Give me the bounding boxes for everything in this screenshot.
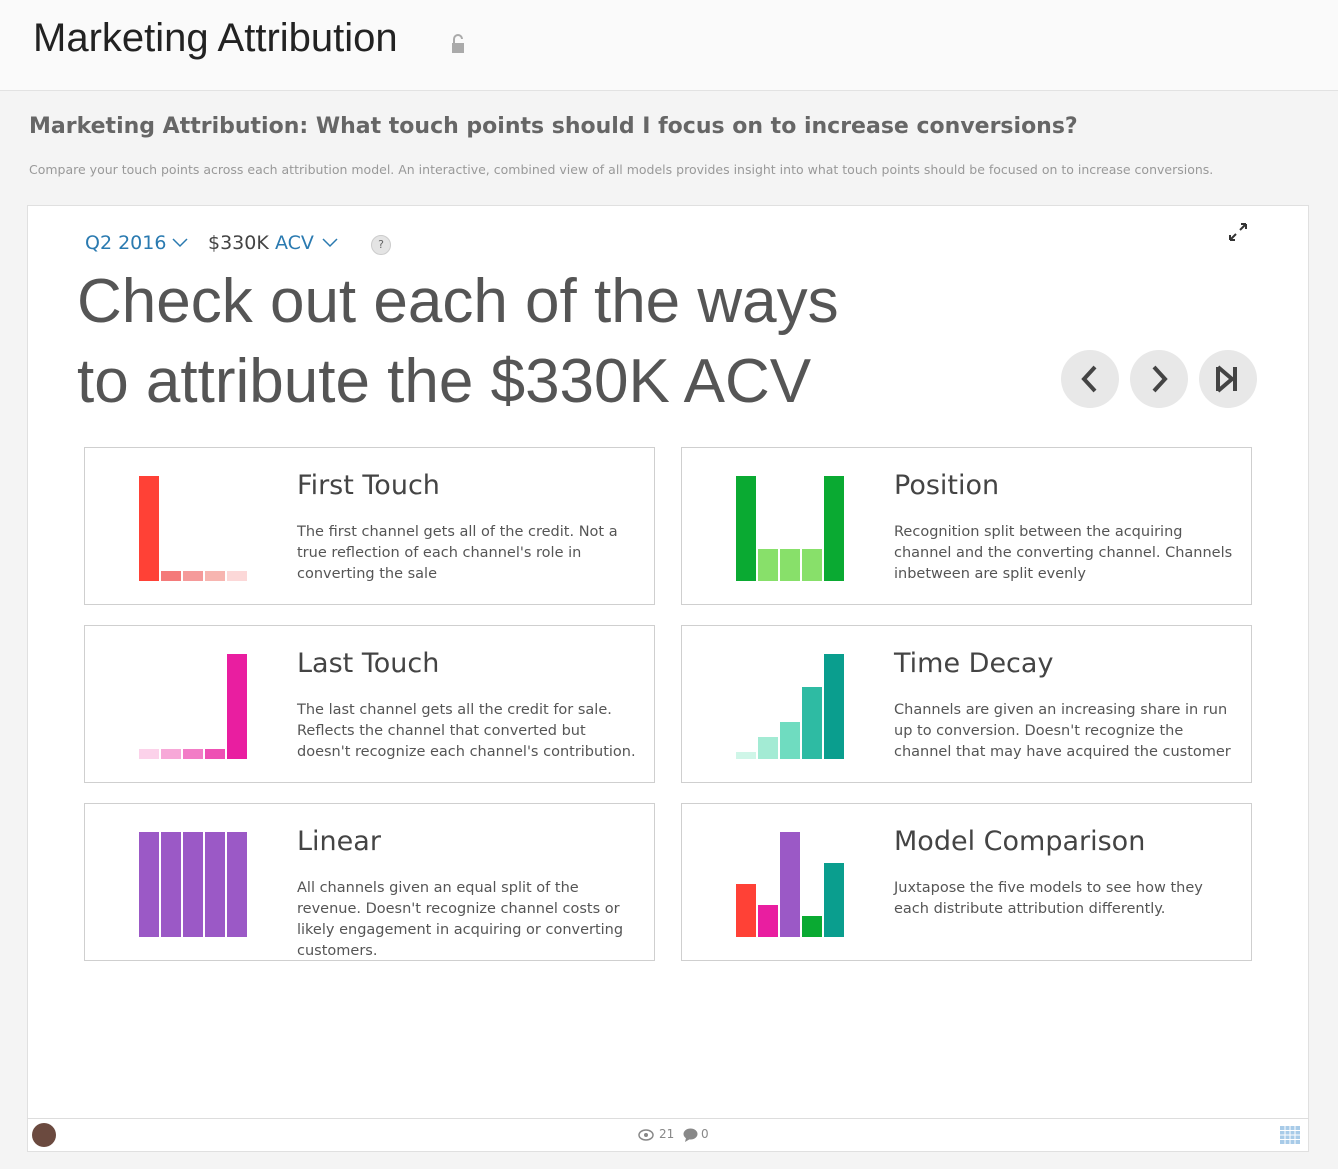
icon-bar (139, 749, 159, 759)
lock-icon[interactable] (450, 34, 466, 54)
period-filter[interactable]: Q2 2016 (85, 232, 167, 254)
model-card[interactable]: Last Touch The last channel gets all the … (84, 625, 655, 783)
icon-bar (824, 476, 844, 581)
question-description: Compare your touch points across each at… (29, 162, 1214, 177)
model-icon (736, 654, 844, 759)
headline-line: to attribute the $330K ACV (77, 347, 812, 416)
icon-bar (183, 749, 203, 759)
icon-bar (205, 832, 225, 937)
help-button[interactable]: ? (371, 235, 391, 255)
metric-filter[interactable]: ACV (275, 232, 314, 254)
icon-bar (139, 476, 159, 581)
model-card[interactable]: Model Comparison Juxtapose the five model… (681, 803, 1252, 961)
icon-bar (758, 737, 778, 759)
icon-bar (780, 549, 800, 581)
headline-line: Check out each of the ways (77, 267, 839, 336)
card-title: Time Decay (894, 648, 1054, 679)
icon-bar (758, 549, 778, 581)
icon-bar (802, 549, 822, 581)
icon-bar (161, 832, 181, 937)
expand-icon[interactable] (1228, 222, 1248, 242)
model-card[interactable]: First Touch The first channel gets all of… (84, 447, 655, 605)
table-icon[interactable] (1279, 1125, 1301, 1145)
card-description: The first channel gets all of the credit… (297, 524, 618, 582)
comments-icon (683, 1128, 698, 1142)
model-icon (736, 476, 844, 581)
comments-count: 0 (701, 1127, 709, 1141)
card-title: First Touch (297, 470, 440, 501)
icon-bar (824, 863, 844, 937)
icon-bar (780, 832, 800, 937)
icon-bar (802, 916, 822, 937)
prev-button[interactable] (1061, 350, 1119, 408)
model-icon (139, 476, 247, 581)
page-title: Marketing Attribution (33, 16, 398, 60)
question-title: Marketing Attribution: What touch points… (29, 114, 1078, 139)
icon-bar (227, 571, 247, 581)
footer: 21 0 (27, 1118, 1309, 1152)
icon-bar (227, 832, 247, 937)
model-card[interactable]: Linear All channels given an equal split … (84, 803, 655, 961)
icon-bar (139, 832, 159, 937)
card-description: All channels given an equal split of the… (297, 880, 624, 959)
icon-bar (758, 905, 778, 937)
card-title: Position (894, 470, 1000, 501)
model-icon (139, 832, 247, 937)
card-title: Last Touch (297, 648, 440, 679)
icon-bar (736, 884, 756, 937)
model-icon (736, 832, 844, 937)
dropdown-icon[interactable] (172, 238, 188, 248)
header: Marketing Attribution (0, 0, 1338, 91)
dropdown-icon[interactable] (322, 238, 338, 248)
icon-bar (161, 749, 181, 759)
card-title: Linear (297, 826, 381, 857)
views-count: 21 (659, 1127, 675, 1141)
icon-bar (736, 752, 756, 759)
icon-bar (802, 687, 822, 759)
avatar[interactable] (32, 1123, 56, 1147)
card-description: Juxtapose the five models to see how the… (894, 880, 1203, 917)
icon-bar (780, 722, 800, 759)
icon-bar (736, 476, 756, 581)
icon-bar (183, 571, 203, 581)
last-button[interactable] (1199, 350, 1257, 408)
icon-bar (205, 571, 225, 581)
icon-bar (205, 749, 225, 759)
card-description: Channels are given an increasing share i… (894, 702, 1231, 760)
icon-bar (824, 654, 844, 759)
model-icon (139, 654, 247, 759)
card-description: The last channel gets all the credit for… (297, 702, 636, 760)
card-title: Model Comparison (894, 826, 1146, 857)
icon-bar (183, 832, 203, 937)
amount-label: $330K (208, 232, 269, 254)
next-button[interactable] (1130, 350, 1188, 408)
icon-bar (227, 654, 247, 759)
card-description: Recognition split between the acquiring … (894, 524, 1233, 582)
views-icon (638, 1129, 654, 1141)
model-card[interactable]: Position Recognition split between the ac… (681, 447, 1252, 605)
model-card[interactable]: Time Decay Channels are given an increasi… (681, 625, 1252, 783)
icon-bar (161, 571, 181, 581)
